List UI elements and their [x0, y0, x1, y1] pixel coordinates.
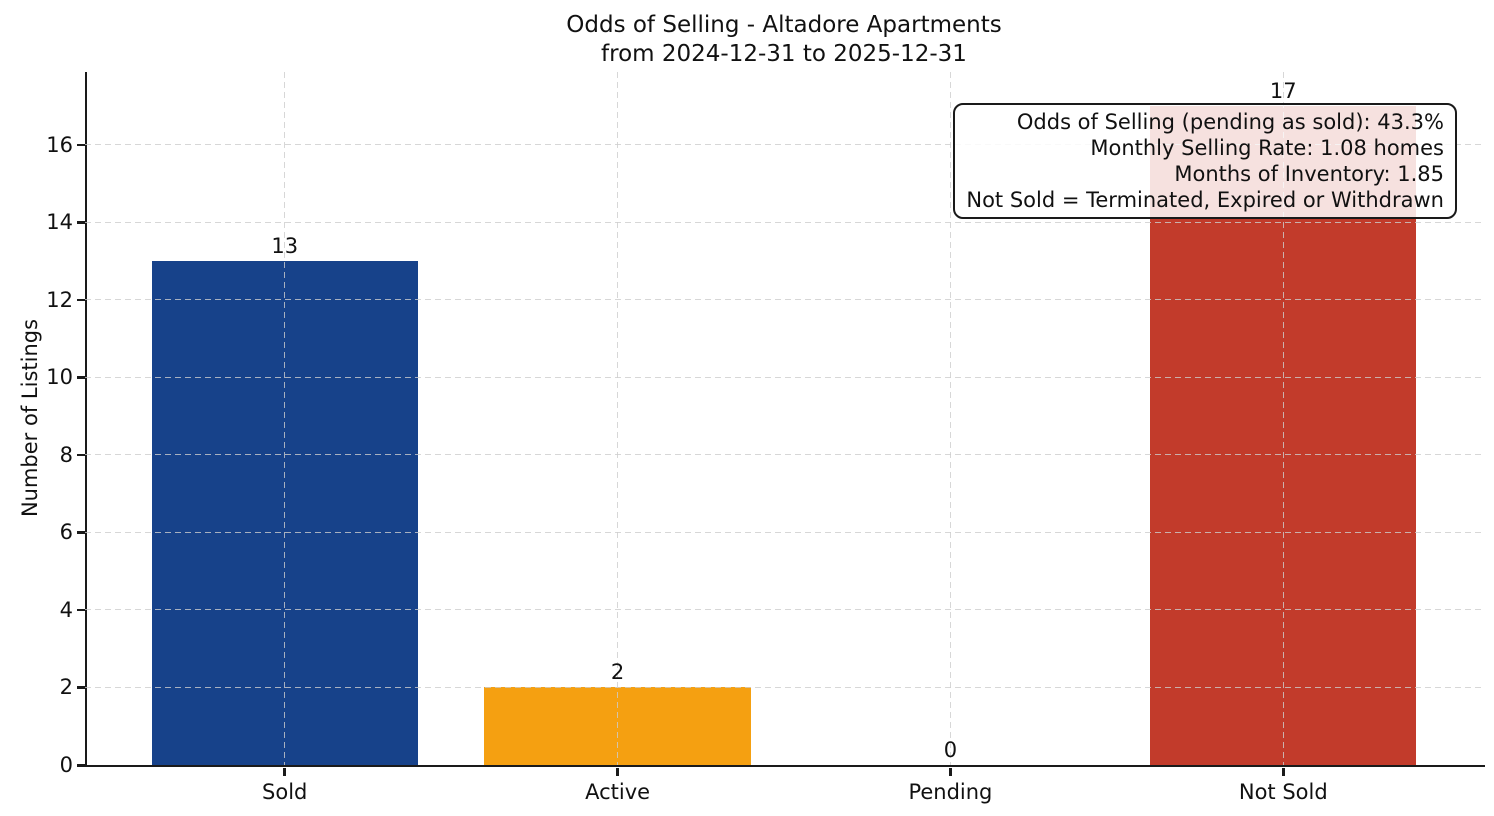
y-tick-mark	[77, 453, 85, 457]
gridline-horizontal	[85, 376, 1483, 378]
y-axis-label: Number of Listings	[18, 318, 42, 518]
y-tick-label: 0	[59, 753, 73, 777]
annotation-line-not-sold-definition: Not Sold = Terminated, Expired or Withdr…	[966, 188, 1444, 212]
y-tick-mark	[77, 608, 85, 612]
y-tick-label: 10	[46, 365, 73, 390]
x-tick-label-active: Active	[585, 780, 651, 804]
y-tick-label: 16	[46, 132, 73, 157]
gridline-horizontal	[85, 221, 1483, 223]
x-tick-label-sold: Sold	[262, 780, 308, 804]
x-tick-label-pending: Pending	[908, 780, 993, 804]
chart-title: Odds of Selling - Altadore Apartments	[566, 12, 1002, 38]
gridline-vertical	[284, 72, 286, 765]
y-tick-label: 12	[46, 287, 73, 312]
chart-title-block: Odds of Selling - Altadore Apartments fr…	[85, 10, 1483, 69]
bar-value-label-sold: 13	[271, 233, 299, 258]
y-tick-mark	[77, 376, 85, 379]
gridline-vertical	[949, 72, 951, 765]
y-tick-label: 8	[59, 442, 73, 467]
y-tick-label: 2	[59, 675, 73, 700]
gridline-horizontal	[85, 609, 1483, 611]
y-tick-label: 6	[59, 520, 73, 545]
gridline-vertical	[617, 72, 619, 765]
y-tick-label: 4	[59, 597, 73, 622]
x-tick-mark	[949, 767, 952, 776]
plot-area	[85, 72, 1485, 767]
bar-value-label-pending: 0	[943, 738, 958, 762]
gridline-horizontal	[85, 686, 1483, 688]
bar-value-label-not-sold: 17	[1269, 78, 1297, 103]
annotation-line-monthly-selling-rate: Monthly Selling Rate: 1.08 homes	[1090, 136, 1444, 160]
y-tick-mark	[77, 764, 85, 767]
y-tick-mark	[77, 298, 85, 302]
y-tick-mark	[77, 143, 85, 147]
gridline-horizontal	[85, 531, 1483, 533]
x-tick-mark	[616, 767, 619, 776]
x-tick-mark	[283, 767, 286, 776]
annotation-box: Odds of Selling (pending as sold): 43.3%…	[953, 103, 1457, 219]
gridline-vertical	[1282, 72, 1284, 765]
bar-value-label-active: 2	[610, 660, 625, 685]
gridline-horizontal	[85, 299, 1483, 301]
y-tick-mark	[77, 531, 85, 534]
gridline-horizontal	[85, 454, 1483, 456]
chart-subtitle: from 2024-12-31 to 2025-12-31	[601, 41, 967, 67]
annotation-line-months-of-inventory: Months of Inventory: 1.85	[1174, 162, 1444, 186]
gridline-horizontal	[85, 144, 1483, 146]
x-tick-label-not-sold: Not Sold	[1238, 780, 1328, 804]
x-tick-mark	[1282, 767, 1285, 776]
y-tick-mark	[77, 221, 85, 224]
y-tick-label: 14	[46, 210, 73, 235]
annotation-line-odds-of-selling: Odds of Selling (pending as sold): 43.3%	[1016, 110, 1444, 134]
y-tick-mark	[77, 686, 85, 689]
